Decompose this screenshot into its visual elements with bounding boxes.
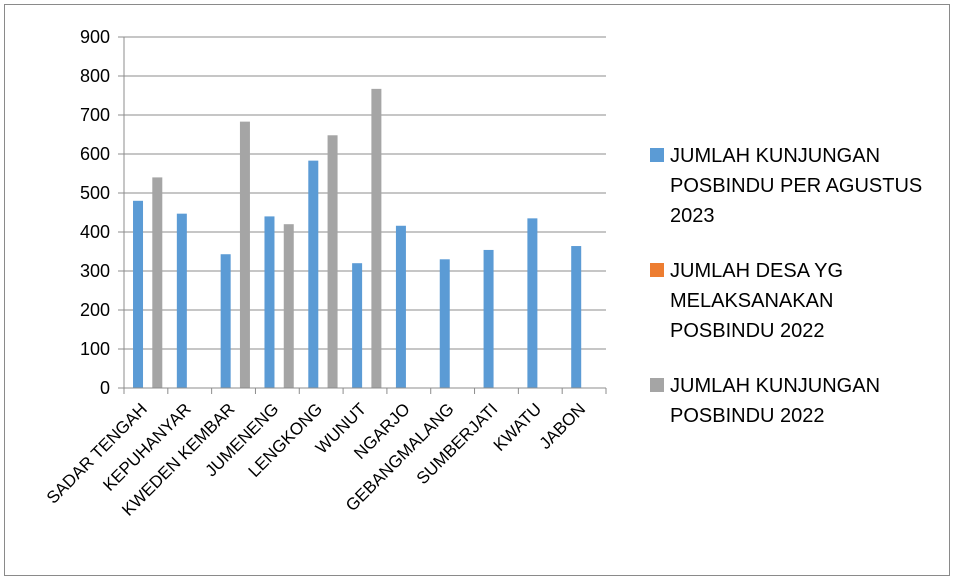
y-tick-label: 800 xyxy=(80,66,110,86)
bar xyxy=(571,246,582,388)
x-tick-label: KWATU xyxy=(490,399,546,455)
bar xyxy=(352,263,363,388)
bar xyxy=(133,200,144,388)
y-tick-label: 500 xyxy=(80,183,110,203)
bar xyxy=(220,254,231,388)
bar xyxy=(327,135,338,388)
x-tick-label: JABON xyxy=(536,399,590,453)
bar xyxy=(283,224,294,388)
y-tick-label: 400 xyxy=(80,222,110,242)
gridlines xyxy=(124,36,606,350)
y-tick-label: 900 xyxy=(80,27,110,47)
legend-label: JUMLAH DESA YG MELAKSANAKAN POSBINDU 2022 xyxy=(670,260,843,342)
bar xyxy=(239,121,250,388)
legend-swatch xyxy=(650,378,664,392)
bars xyxy=(133,88,582,389)
axes xyxy=(118,36,607,394)
y-tick-label: 100 xyxy=(80,339,110,359)
bar xyxy=(152,177,163,388)
y-tick-label: 600 xyxy=(80,144,110,164)
bar xyxy=(395,225,406,388)
y-tick-label: 200 xyxy=(80,300,110,320)
bar xyxy=(308,160,319,388)
y-tick-labels: 0 100 200 300 400 500 600 700 800 900 xyxy=(80,27,110,398)
y-tick-label: 0 xyxy=(100,378,110,398)
legend-swatch xyxy=(650,263,664,277)
bar xyxy=(176,213,187,388)
y-tick-label: 300 xyxy=(80,261,110,281)
legend-swatch xyxy=(650,148,664,162)
y-tick-label: 700 xyxy=(80,105,110,125)
bar xyxy=(483,249,494,388)
legend-label: JUMLAH KUNJUNGAN POSBINDU PER AGUSTUS 2023 xyxy=(670,145,922,227)
bar xyxy=(527,218,538,388)
legend: JUMLAH KUNJUNGAN POSBINDU PER AGUSTUS 2023… xyxy=(650,145,922,427)
bar xyxy=(264,216,275,388)
bar xyxy=(439,259,450,388)
legend-label: JUMLAH KUNJUNGAN POSBINDU 2022 xyxy=(670,375,880,427)
bar xyxy=(371,88,382,389)
